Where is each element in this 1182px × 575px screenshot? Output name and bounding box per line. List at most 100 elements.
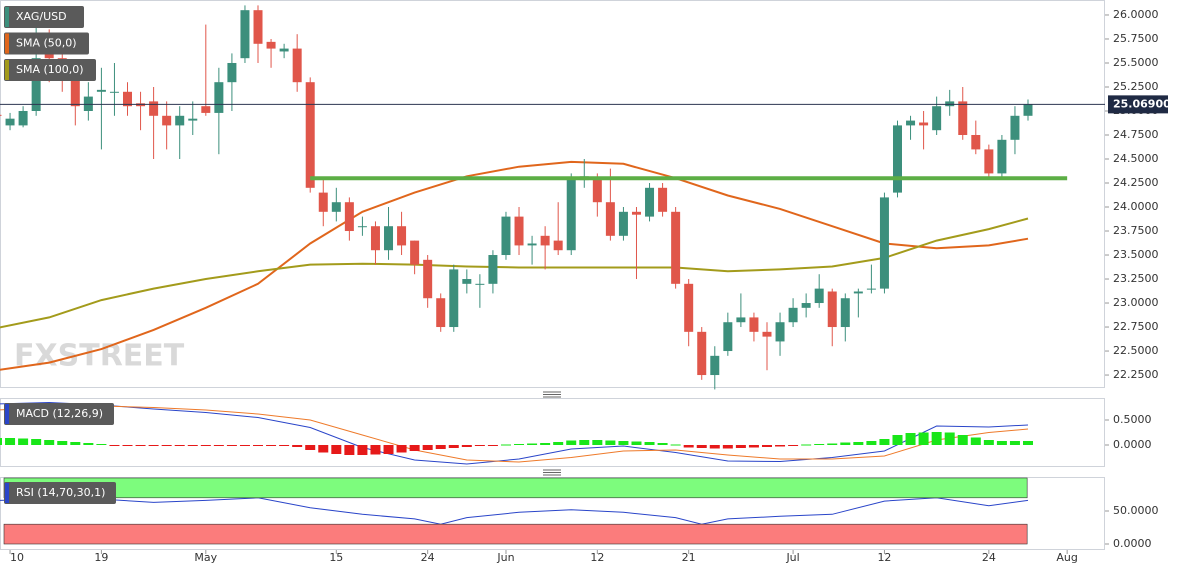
candle-body [997,139,1007,174]
histogram-bar [670,444,681,446]
histogram-bar [527,443,538,445]
histogram-bar [840,442,851,445]
candle-body [553,240,563,251]
histogram-bar [226,445,237,446]
histogram-bar [422,445,433,450]
candle-body [5,118,15,126]
histogram-bar [109,445,120,446]
candle-body [188,118,198,121]
panel-plot [0,160,1029,371]
legend-box[interactable] [4,32,89,55]
rsi-band [3,523,1028,545]
x-tick-label: 12 [877,551,891,564]
candle-body [331,202,341,212]
y-tick-label: 22.5000 [1113,344,1159,357]
candle-body [305,82,315,188]
y-tick-label: 23.2500 [1113,272,1159,285]
candle-body [201,106,211,113]
indicator-line [0,160,1029,371]
candle-body [958,101,968,135]
legend-swatch [5,60,9,80]
histogram-bar [200,445,211,446]
candle-body [423,259,433,299]
legend-box[interactable] [4,482,116,504]
histogram-bar [500,444,511,446]
histogram-bar [253,445,264,446]
candle-body [31,58,41,111]
histogram-bar [566,440,577,445]
candle-body [984,149,994,174]
candle-body [488,255,498,284]
histogram-bar [944,432,955,445]
candle-body [671,211,681,284]
histogram-bar [135,445,146,446]
histogram-bar [761,445,772,447]
histogram-bar [722,445,733,449]
histogram-bar [970,437,981,445]
candle-body [253,10,263,44]
histogram-bar [540,443,551,445]
histogram-bar [383,445,394,454]
y-tick-label: 23.0000 [1113,296,1159,309]
candle-body [945,101,955,107]
histogram-bar [305,445,316,450]
histogram-bar [148,445,159,446]
legend-swatch [5,33,9,54]
legend-label: MACD (12,26,9) [16,407,103,420]
histogram-bar [0,438,2,445]
watermark: FXSTREET [14,339,185,374]
candle-body [357,226,367,228]
histogram-bar [344,445,355,455]
legend-box[interactable] [4,403,114,425]
histogram-bar [853,442,864,445]
legend-swatch [5,404,9,424]
y-tick-label: 0.0000 [1113,438,1152,451]
panel-divider-handle[interactable] [543,391,561,398]
x-tick-label: May [194,551,217,564]
indicator-line [0,405,1029,463]
histogram-bar [174,445,185,446]
x-tick-label: 24 [982,551,996,564]
x-tick-label: 10 [10,551,24,564]
legend-box[interactable] [4,6,84,28]
candle-body [971,134,981,150]
histogram-bar [44,440,55,445]
legend-swatch [5,483,9,503]
candle-body [684,283,694,332]
candle-body [514,216,524,246]
candle-body [44,53,54,59]
indicator-line [0,401,1029,465]
legend-box[interactable] [4,59,96,81]
histogram-bar [1009,441,1020,445]
histogram-bar [814,444,825,445]
candle-body [631,211,641,215]
histogram-bar [879,439,890,445]
histogram-bar [31,439,42,445]
histogram-bar [892,435,903,445]
histogram-bar [213,445,224,446]
candle-body [710,355,720,376]
y-tick-label: 23.5000 [1113,248,1159,261]
candle-body [866,288,876,290]
candle-body [723,322,733,352]
histogram-bar [605,440,616,445]
histogram-bar [579,440,590,445]
histogram-bar [957,435,968,445]
candle-body [462,279,472,284]
y-tick-label: 24.0000 [1113,200,1159,213]
histogram-bar [709,445,720,449]
panel-divider-handle[interactable] [543,469,561,476]
histogram-bar [931,432,942,445]
rsi-panel-frame [0,477,1105,550]
histogram-bar [918,432,929,445]
rsi-band [3,477,1028,499]
candle-body [410,240,420,265]
histogram-bar [161,445,172,446]
candle-body [788,307,798,323]
y-tick-label: 26.0000 [1113,8,1159,21]
x-tick-label: 12 [590,551,604,564]
histogram-bar [396,445,407,453]
histogram-bar [83,443,94,445]
